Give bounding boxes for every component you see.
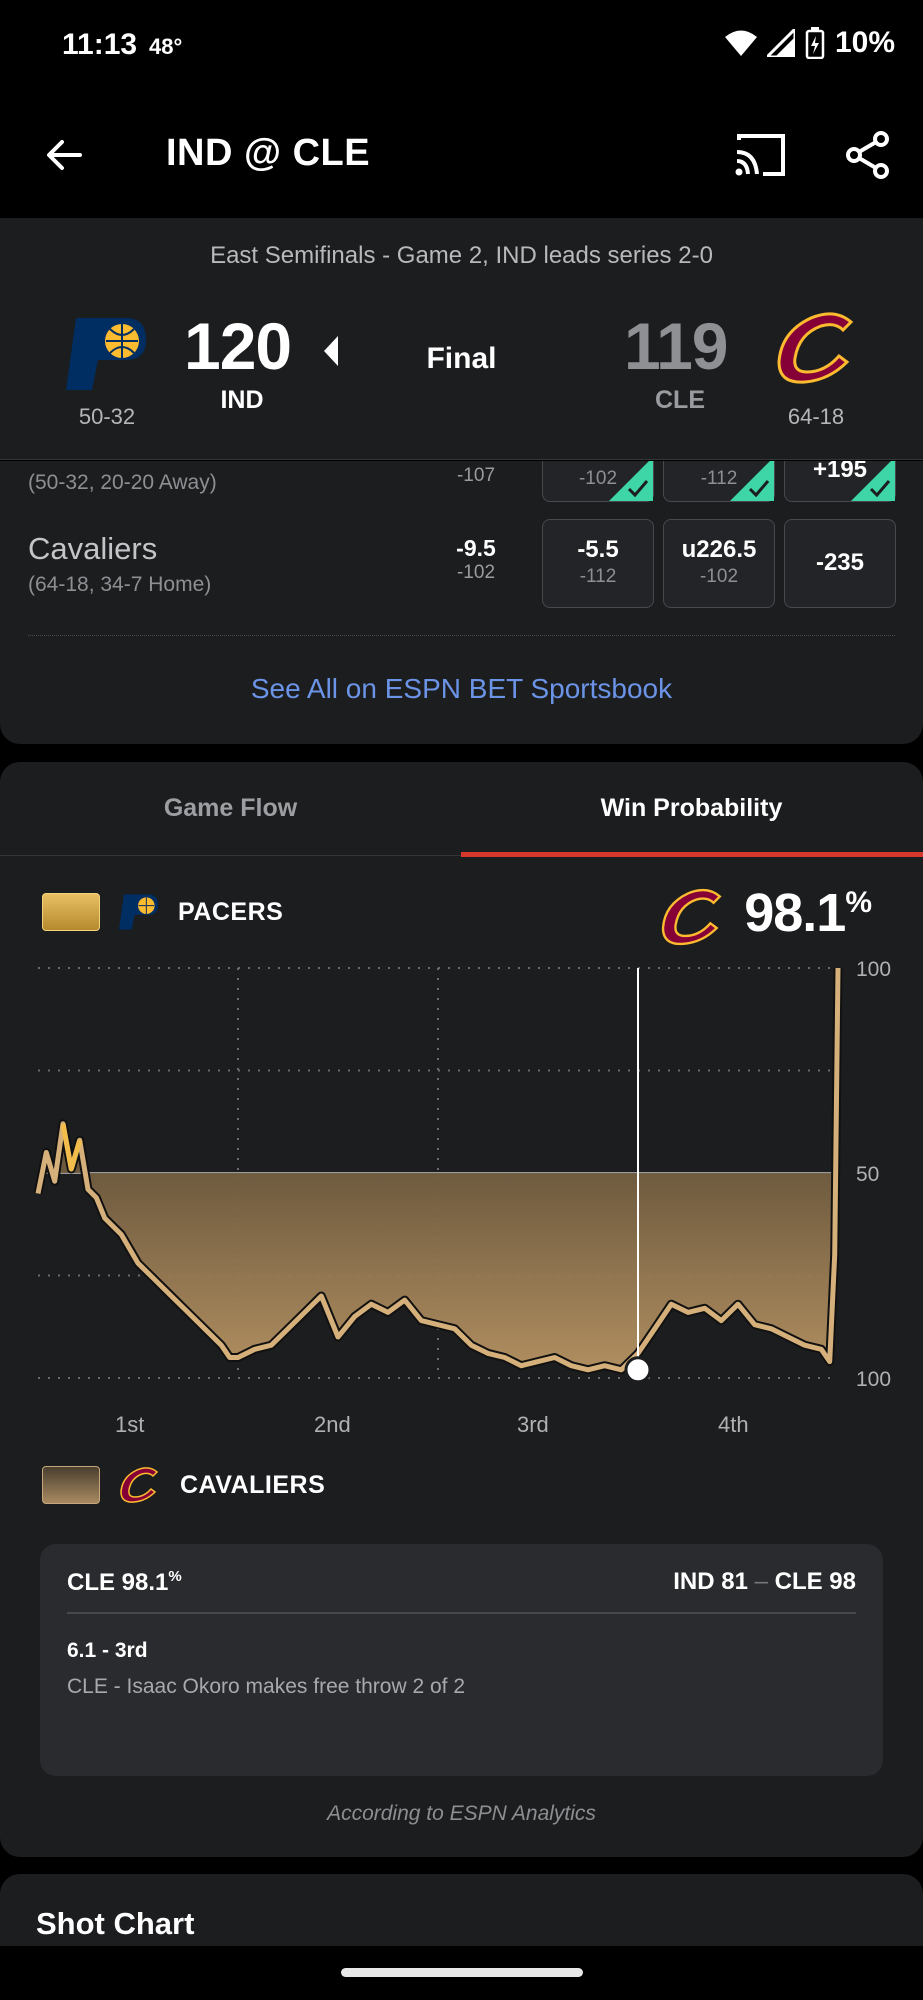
status-bar: 11:13 48° 10%: [0, 0, 923, 92]
odds-row-1-spread: -107: [456, 465, 496, 486]
quarter-labels: 1st 2nd 3rd 4th: [0, 1412, 923, 1446]
page-title: IND @ CLE: [166, 132, 371, 174]
tab-game-flow[interactable]: Game Flow: [163, 794, 298, 822]
home-score: 119: [624, 309, 728, 383]
winner-arrow-icon: [324, 336, 338, 366]
see-all-sportsbook-link[interactable]: See All on ESPN BET Sportsbook: [250, 673, 673, 704]
system-nav-bar: [0, 1946, 923, 2000]
winning-bet-check-icon: [609, 461, 653, 501]
cavaliers-logo: [777, 312, 854, 384]
scrubber-handle: [624, 1356, 652, 1384]
selected-play-time: 6.1 - 3rd: [67, 1639, 148, 1662]
y-tick-label: 100: [856, 1368, 891, 1388]
back-arrow-icon[interactable]: [40, 130, 90, 180]
odds-row-2-moneyline-box[interactable]: -235: [784, 519, 896, 608]
current-pct-value: 98.1: [744, 883, 846, 943]
legend-pacers: PACERS: [42, 892, 283, 932]
pacers-logo: [66, 318, 146, 390]
series-note: East Semifinals - Game 2, IND leads seri…: [210, 242, 713, 269]
cavaliers-swatch: [42, 1466, 100, 1504]
battery-percent: 10%: [834, 26, 895, 59]
selected-team-pct: CLE 98.1%: [67, 1568, 182, 1596]
cavaliers-logo: [120, 1467, 159, 1503]
cast-icon[interactable]: [733, 132, 787, 178]
odds-row-2-team: Cavaliers: [28, 531, 158, 566]
tab-win-probability[interactable]: Win Probability: [600, 794, 783, 822]
selected-play-description: CLE - Isaac Okoro makes free throw 2 of …: [67, 1675, 465, 1698]
win-probability-card: Game Flow Win Probability PACERS 98.1% 1…: [0, 762, 923, 1857]
odds-row-2-record: (64-18, 34-7 Home): [28, 573, 212, 596]
odds-row-2-total-box[interactable]: u226.5 -102: [663, 519, 775, 608]
probability-line: [35, 967, 841, 1373]
active-tab-indicator: [461, 852, 923, 857]
selected-score: IND 81 – CLE 98: [673, 1568, 856, 1595]
quarter-label: 2nd: [314, 1412, 351, 1437]
odds-row-1-moneyline-box[interactable]: +195: [784, 461, 896, 502]
home-record: 64-18: [787, 404, 845, 429]
current-pct-symbol: %: [845, 886, 872, 919]
app-bar: IND @ CLE: [0, 92, 923, 218]
tab-bar: Game Flow Win Probability: [0, 762, 923, 857]
away-abbr: IND: [220, 386, 264, 414]
probability-line-ind: [63, 968, 838, 1169]
legend-cavaliers: CAVALIERS: [42, 1466, 325, 1504]
pacers-swatch: [42, 893, 100, 931]
play-card-divider: [67, 1612, 856, 1614]
signal-icon: [766, 29, 795, 57]
odds-divider: [28, 635, 895, 636]
odds-card: (50-32, 20-20 Away) -107 -102 -112 +195 …: [0, 461, 923, 744]
legend-cavaliers-label: CAVALIERS: [180, 1470, 326, 1499]
home-abbr: CLE: [655, 386, 705, 414]
home-gesture-pill[interactable]: [341, 1968, 583, 1977]
cavaliers-logo: [662, 888, 722, 945]
odds-row-1-spread-box[interactable]: -102: [542, 461, 654, 502]
score-header[interactable]: East Semifinals - Game 2, IND leads seri…: [0, 218, 923, 460]
quarter-label: 4th: [718, 1412, 749, 1437]
current-win-probability: 98.1%: [658, 882, 872, 947]
winning-bet-check-icon: [851, 461, 895, 501]
battery-icon: [805, 27, 825, 59]
quarter-label: 1st: [115, 1412, 145, 1437]
status-temperature: 48°: [149, 34, 183, 59]
away-record: 50-32: [78, 404, 136, 429]
quarter-label: 3rd: [517, 1412, 549, 1437]
shot-chart-title: Shot Chart: [36, 1906, 195, 1941]
y-tick-label: 50: [856, 1163, 879, 1186]
legend-pacers-label: PACERS: [178, 897, 284, 926]
share-icon[interactable]: [845, 130, 891, 180]
odds-row-2-spread-box[interactable]: -5.5 -112: [542, 519, 654, 608]
odds-row-1-total-box[interactable]: -112: [663, 461, 775, 502]
y-tick-label: 100: [856, 958, 891, 981]
analytics-source: According to ESPN Analytics: [327, 1802, 596, 1825]
odds-row-1-record: (50-32, 20-20 Away): [28, 471, 217, 494]
status-icons: 10%: [724, 26, 895, 60]
game-status: Final: [426, 342, 497, 375]
status-time: 11:13: [62, 28, 138, 61]
winning-bet-check-icon: [730, 461, 774, 501]
wifi-icon: [724, 30, 757, 56]
away-score: 120: [184, 309, 292, 383]
win-probability-chart[interactable]: 100 50 100: [0, 958, 923, 1388]
pacers-logo: [118, 894, 159, 930]
selected-play-card: CLE 98.1% IND 81 – CLE 98 6.1 - 3rd CLE …: [40, 1544, 883, 1776]
odds-row-2-line: -9.5 -102: [456, 535, 496, 583]
